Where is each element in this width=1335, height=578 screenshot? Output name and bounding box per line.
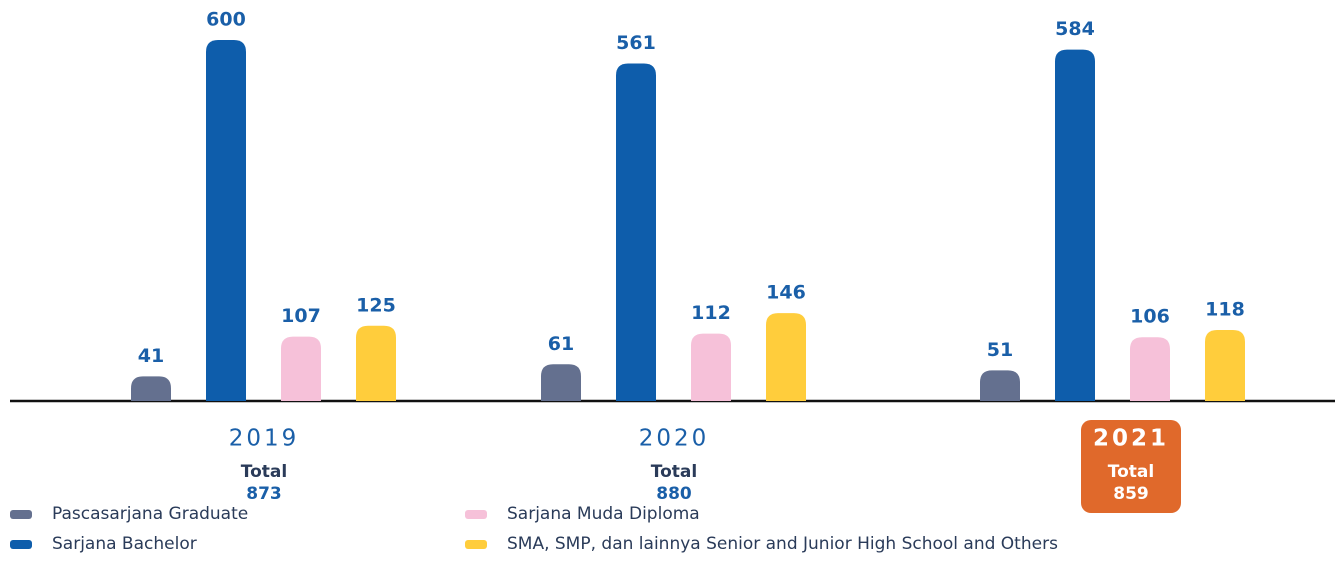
legend-label: SMA, SMP, dan lainnya Senior and Junior … [507,534,1058,554]
value-label: 125 [356,294,396,316]
value-label: 600 [206,9,246,31]
legend-swatch [465,540,487,549]
bar [1130,337,1170,401]
bar [356,325,396,401]
value-label: 118 [1205,299,1245,321]
legend-label: Pascasarjana Graduate [52,504,248,524]
total-value: 880 [656,484,692,504]
x-tick-label: 2020 [639,426,710,452]
total-label: Total [1108,462,1154,482]
total-value: 859 [1113,484,1149,504]
bar [980,370,1020,401]
bar [1055,49,1095,401]
legend-label: Sarjana Bachelor [52,534,197,554]
value-label: 146 [766,282,806,304]
value-label: 61 [548,333,574,355]
total-value: 873 [246,484,282,504]
highlight-box [1081,420,1181,513]
total-label: Total [241,462,287,482]
legend-label: Sarjana Muda Diploma [507,504,700,524]
bar [616,63,656,402]
value-label: 106 [1130,306,1170,328]
legend-swatch [465,510,487,519]
bar [691,333,731,401]
bar [131,376,171,401]
x-tick-label: 2019 [229,426,300,452]
legend-swatch [10,510,32,519]
bar [206,40,246,401]
bar [766,313,806,401]
legend-swatch [10,540,32,549]
value-label: 41 [138,345,164,367]
total-label: Total [651,462,697,482]
bar [541,364,581,401]
value-label: 51 [987,339,1013,361]
value-label: 107 [281,305,321,327]
x-tick-label: 2021 [1093,426,1169,452]
value-label: 561 [616,32,656,54]
value-label: 112 [691,302,731,324]
bar [1205,330,1245,401]
bar [281,336,321,401]
value-label: 584 [1055,18,1095,40]
